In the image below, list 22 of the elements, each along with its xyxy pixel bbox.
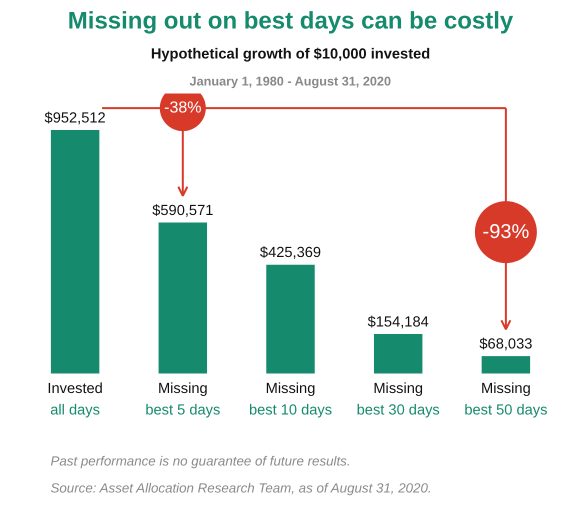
bar [374,334,422,374]
text: January 1, 1980 - August 31, 2020 [190,74,391,88]
data-label: $154,184 [368,314,429,330]
source-note: Source: Asset Allocation Research Team, as of August 31, 2020. [50,480,432,496]
bar [482,356,530,374]
category-label: Invested all days [47,380,103,419]
text: Past performance is no guarantee of future results. [50,454,351,468]
data-label: $425,369 [260,245,322,262]
category-label: Missing best 5 days [145,380,220,419]
category-label: Missing best 30 days [356,380,440,419]
bar [50,130,100,374]
data-label: $590,571 [152,202,214,219]
text: -38% [164,100,202,117]
chart-title: Missing out on best days can be costly [68,8,514,34]
data-label: $68,033 [479,336,532,352]
data-label: $952,512 [44,110,106,126]
annotation: -93% [482,221,530,244]
category-label: Missing best 10 days [248,380,332,419]
bar [158,222,208,374]
category-label: Missing best 50 days [464,380,548,419]
chart-subtitle: Hypothetical growth of $10,000 invested [150,46,430,62]
bar [266,264,315,374]
